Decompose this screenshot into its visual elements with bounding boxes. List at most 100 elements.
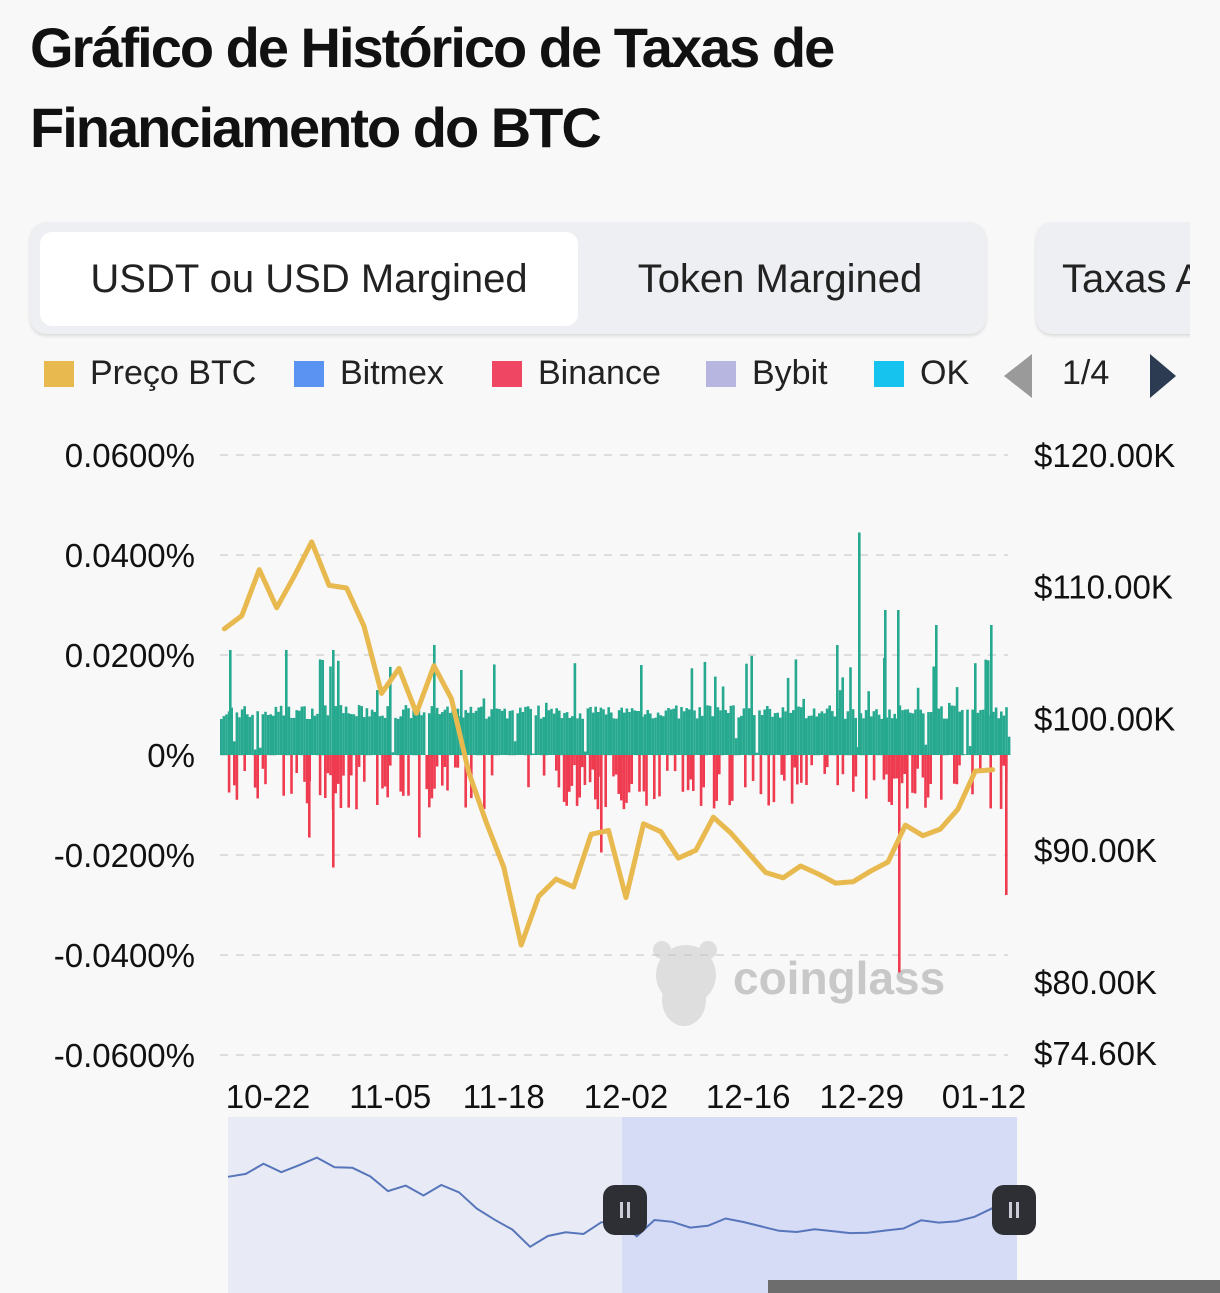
funding-bar-positive	[295, 710, 298, 755]
funding-bar-negative	[233, 755, 236, 786]
funding-bar-negative	[342, 755, 345, 776]
funding-bar-negative	[715, 755, 718, 801]
funding-bar-negative	[386, 755, 389, 798]
funding-bar-positive	[828, 705, 831, 755]
tab-token-margined[interactable]: Token Margined	[637, 257, 923, 301]
funding-bar-positive	[1000, 711, 1003, 755]
funding-bar-negative	[596, 755, 600, 810]
right-axis-tick-label: $80.00K	[1034, 964, 1157, 1001]
funding-bar-positive	[719, 710, 722, 755]
funding-bar-negative	[989, 755, 992, 809]
funding-bar-negative	[673, 755, 677, 772]
funding-bar-negative	[357, 755, 361, 767]
funding-bar-positive	[474, 710, 478, 755]
funding-bar-positive	[703, 661, 707, 755]
funding-bar-positive	[833, 716, 837, 755]
funding-bar-positive	[435, 707, 439, 755]
funding-bar-positive	[766, 706, 769, 755]
triangle-right-icon[interactable]	[1150, 354, 1176, 398]
x-axis-tick-label: 10-22	[226, 1078, 310, 1110]
funding-bar-positive	[945, 718, 948, 755]
funding-bar-positive	[745, 663, 748, 755]
x-axis-tick-label: 12-16	[706, 1078, 790, 1110]
funding-bar-positive	[688, 709, 691, 755]
funding-bar-negative	[383, 755, 387, 787]
funding-bar-spike	[460, 670, 463, 755]
funding-bar-positive	[394, 717, 397, 755]
funding-bar-positive	[454, 714, 457, 755]
funding-bar-positive	[537, 705, 540, 755]
funding-bar-spike	[640, 665, 643, 755]
funding-bar-positive	[870, 716, 873, 755]
funding-bar-positive	[708, 705, 712, 755]
right-axis-tick-label: $100.00K	[1034, 700, 1175, 737]
funding-bar-positive	[490, 709, 493, 755]
funding-bar-positive	[508, 710, 512, 755]
triangle-left-icon[interactable]	[1004, 354, 1032, 398]
funding-bar-negative	[565, 755, 568, 806]
funding-bar-positive	[753, 715, 756, 755]
funding-bar-positive	[602, 709, 605, 755]
tab-overflow-clip	[1190, 215, 1220, 345]
funding-bar-negative	[555, 755, 558, 771]
navigator-left-handle[interactable]	[603, 1185, 647, 1235]
funding-bar-negative	[443, 755, 447, 767]
funding-bar-negative	[399, 755, 402, 792]
funding-bar-positive	[893, 713, 896, 755]
funding-bar-negative	[446, 755, 449, 791]
funding-bar-positive	[334, 706, 337, 755]
navigator-right-handle[interactable]	[992, 1185, 1036, 1235]
funding-bar-positive	[784, 711, 787, 755]
funding-bar-positive	[235, 712, 239, 755]
tab-taxas[interactable]: Taxas A	[1036, 222, 1220, 334]
funding-bar-negative	[568, 755, 571, 792]
funding-bar-positive	[261, 714, 265, 755]
funding-bar-positive	[698, 707, 701, 755]
funding-bar-spike	[884, 610, 887, 755]
funding-bar-negative	[953, 755, 956, 784]
tab-usdt-margined[interactable]: USDT ou USD Margined	[40, 232, 578, 326]
funding-bar-negative	[305, 755, 309, 804]
left-axis-tick-label: -0.0600%	[54, 1037, 195, 1074]
funding-bar-positive	[677, 718, 681, 755]
legend-swatch-bitmex	[294, 361, 324, 387]
funding-bar-positive	[513, 741, 517, 755]
funding-bar-positive	[417, 710, 421, 755]
funding-bar-spike	[332, 650, 335, 755]
funding-bar-negative	[903, 755, 906, 774]
legend-label: Binance	[538, 354, 661, 392]
left-axis-tick-label: 0.0200%	[65, 637, 195, 674]
right-axis-tick-label: $120.00K	[1034, 437, 1175, 474]
funding-bar-positive	[612, 718, 616, 755]
funding-bar-positive	[968, 746, 972, 755]
funding-bar-positive	[758, 710, 761, 755]
left-axis-tick-label: 0.0600%	[65, 437, 195, 474]
funding-bar-positive	[948, 702, 951, 755]
funding-bar-positive	[534, 715, 538, 755]
funding-bar-positive	[701, 715, 704, 755]
funding-bar-positive	[971, 709, 974, 755]
funding-bar-positive	[430, 706, 434, 755]
funding-bar-negative	[350, 755, 353, 776]
funding-bar-negative	[800, 755, 803, 783]
funding-bar-positive	[789, 712, 792, 755]
funding-bar-positive	[906, 709, 909, 755]
scrollbar[interactable]	[768, 1280, 1220, 1293]
funding-bar-positive	[352, 714, 356, 755]
funding-bar-negative	[464, 755, 467, 808]
funding-bar-positive	[649, 713, 652, 755]
btc-price-line	[221, 539, 996, 948]
funding-bar-negative	[852, 755, 855, 792]
funding-bar-positive	[277, 711, 280, 755]
funding-bar-negative	[264, 755, 267, 785]
funding-bar-positive	[750, 655, 753, 755]
funding-bar-positive	[337, 660, 340, 755]
funding-bar-negative	[381, 755, 384, 789]
funding-bar-negative	[620, 755, 623, 801]
funding-bar-positive	[820, 711, 824, 755]
funding-bar-positive	[732, 705, 735, 755]
funding-bar-positive	[922, 713, 925, 755]
navigator-selected-range[interactable]	[622, 1117, 1017, 1293]
funding-bar-negative	[578, 755, 581, 798]
funding-bar-positive	[584, 751, 587, 755]
